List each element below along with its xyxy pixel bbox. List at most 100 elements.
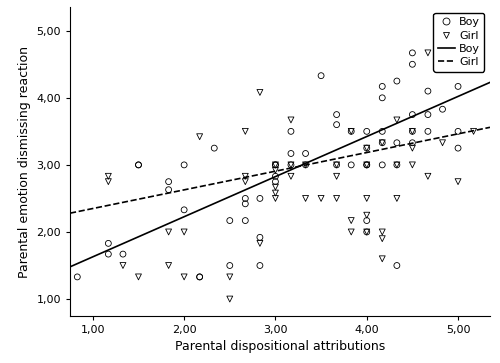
- Point: [256, 90, 264, 95]
- Point: [287, 162, 295, 168]
- Point: [134, 162, 142, 168]
- Point: [104, 251, 112, 257]
- Point: [470, 129, 478, 134]
- Point: [332, 112, 340, 118]
- Point: [210, 145, 218, 151]
- Point: [180, 162, 188, 168]
- Point: [454, 179, 462, 184]
- Point: [362, 145, 370, 151]
- Point: [302, 151, 310, 156]
- Point: [393, 262, 401, 268]
- Point: [470, 34, 478, 40]
- Point: [164, 187, 172, 193]
- Point: [393, 140, 401, 146]
- Point: [196, 274, 203, 280]
- Point: [302, 162, 310, 168]
- Point: [347, 162, 355, 168]
- Point: [362, 212, 370, 218]
- Point: [362, 162, 370, 168]
- Point: [226, 262, 234, 268]
- Point: [287, 162, 295, 168]
- Point: [272, 162, 280, 168]
- Point: [347, 129, 355, 134]
- Point: [408, 162, 416, 168]
- Point: [454, 129, 462, 134]
- Point: [119, 251, 127, 257]
- Point: [378, 129, 386, 134]
- Point: [242, 201, 250, 207]
- Point: [393, 162, 401, 168]
- Point: [438, 106, 446, 112]
- Legend: Boy, Girl, Boy, Girl: Boy, Girl, Boy, Girl: [434, 13, 484, 72]
- Point: [408, 145, 416, 151]
- Point: [378, 95, 386, 101]
- Point: [242, 179, 250, 184]
- Point: [272, 174, 280, 179]
- Point: [317, 196, 325, 201]
- Point: [438, 140, 446, 146]
- Point: [272, 167, 280, 173]
- Point: [180, 229, 188, 235]
- Point: [332, 196, 340, 201]
- Point: [256, 196, 264, 201]
- X-axis label: Parental dispositional attributions: Parental dispositional attributions: [175, 340, 385, 354]
- Point: [332, 162, 340, 168]
- Point: [378, 83, 386, 89]
- Point: [196, 274, 203, 280]
- Point: [393, 196, 401, 201]
- Point: [362, 162, 370, 168]
- Point: [164, 262, 172, 268]
- Point: [74, 274, 82, 280]
- Point: [424, 112, 432, 118]
- Point: [134, 162, 142, 168]
- Point: [378, 140, 386, 146]
- Point: [408, 112, 416, 118]
- Point: [226, 296, 234, 302]
- Point: [287, 129, 295, 134]
- Point: [332, 162, 340, 168]
- Point: [272, 162, 280, 168]
- Point: [272, 190, 280, 196]
- Point: [362, 129, 370, 134]
- Point: [408, 50, 416, 56]
- Point: [378, 140, 386, 146]
- Point: [180, 207, 188, 213]
- Point: [287, 117, 295, 123]
- Point: [272, 184, 280, 190]
- Point: [393, 117, 401, 123]
- Point: [378, 162, 386, 168]
- Point: [332, 174, 340, 179]
- Point: [454, 145, 462, 151]
- Point: [378, 236, 386, 242]
- Point: [454, 83, 462, 89]
- Point: [256, 234, 264, 240]
- Point: [378, 229, 386, 235]
- Point: [362, 229, 370, 235]
- Point: [287, 174, 295, 179]
- Point: [104, 240, 112, 246]
- Point: [362, 218, 370, 224]
- Point: [164, 179, 172, 184]
- Point: [272, 196, 280, 201]
- Point: [242, 218, 250, 224]
- Point: [393, 78, 401, 84]
- Point: [104, 174, 112, 179]
- Point: [226, 218, 234, 224]
- Point: [272, 179, 280, 184]
- Point: [104, 179, 112, 184]
- Point: [362, 145, 370, 151]
- Point: [424, 129, 432, 134]
- Point: [226, 274, 234, 280]
- Point: [362, 196, 370, 201]
- Point: [196, 134, 203, 140]
- Point: [287, 151, 295, 156]
- Point: [408, 140, 416, 146]
- Y-axis label: Parental emotion dismissing reaction: Parental emotion dismissing reaction: [18, 45, 31, 278]
- Point: [164, 229, 172, 235]
- Point: [347, 229, 355, 235]
- Point: [134, 274, 142, 280]
- Point: [424, 88, 432, 94]
- Point: [438, 39, 446, 45]
- Point: [302, 162, 310, 168]
- Point: [408, 129, 416, 134]
